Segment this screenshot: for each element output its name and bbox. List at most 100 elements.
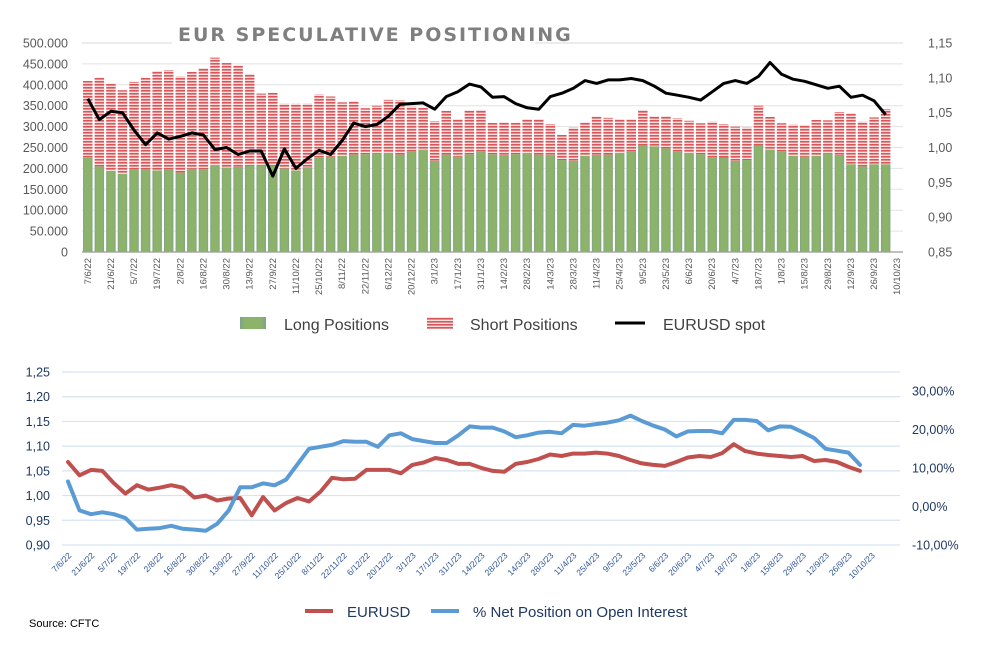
x-tick-label: 14/2/23	[459, 550, 486, 577]
legend-label: EURUSD spot	[663, 317, 766, 334]
bar-long	[279, 168, 290, 252]
bar-long	[510, 154, 521, 252]
bar-short	[268, 92, 278, 166]
source-note: Source: CFTC	[29, 618, 99, 630]
bar-long	[441, 154, 451, 252]
bar-short	[383, 99, 394, 154]
x-tick-label: 5/7/22	[129, 258, 140, 284]
x-tick-label: 28/2/23	[522, 258, 533, 290]
bar-short	[464, 110, 475, 155]
bar-long	[406, 151, 417, 252]
top-y-axis-right: 0,85 0,90 0,95 1,00 1,05 1,10 1,15	[928, 37, 952, 260]
y-tick-label-right: 1,05	[928, 106, 952, 120]
bar-short	[788, 124, 798, 156]
y-tick-label: 500.000	[23, 37, 68, 51]
bar-long	[545, 155, 556, 252]
bar-short	[302, 103, 313, 168]
bar-short	[395, 100, 405, 155]
x-tick-label: 30/8/22	[184, 550, 211, 577]
bar-short	[857, 121, 868, 167]
x-tick-label: 21/6/22	[69, 550, 96, 577]
bar-long	[360, 154, 371, 252]
bar-long	[591, 155, 602, 252]
y-tick-label: 400.000	[23, 78, 68, 92]
y-tick-label: 450.000	[23, 57, 68, 71]
bar-short	[360, 108, 371, 155]
bar-short	[348, 101, 359, 155]
bar-long	[83, 157, 93, 252]
x-tick-label: 29/8/23	[781, 550, 808, 577]
bar-short	[406, 106, 417, 152]
x-tick-label: 28/3/23	[568, 258, 579, 290]
bar-long	[198, 169, 209, 252]
y-tick-label-right: 0,95	[928, 176, 952, 190]
x-tick-label: 13/9/22	[245, 258, 256, 290]
bar-long	[244, 165, 255, 252]
x-tick-label: 25/10/22	[314, 258, 325, 295]
y-tick-label-right: 0,00%	[912, 500, 947, 514]
bar-long	[880, 164, 891, 252]
bar-long	[94, 166, 105, 252]
y-tick-label: 300.000	[23, 120, 68, 134]
bar-long	[221, 167, 232, 252]
x-tick-label: 25/4/23	[615, 258, 626, 290]
bar-long	[106, 171, 116, 252]
y-tick-label: 1,00	[26, 489, 50, 503]
y-tick-label: 1,25	[26, 366, 50, 380]
bar-long	[626, 151, 637, 252]
bar-short	[94, 77, 105, 167]
bar-short	[753, 105, 764, 146]
x-tick-label: 7/6/22	[83, 258, 94, 284]
line-net-position	[66, 413, 862, 533]
bar-short	[187, 71, 197, 169]
bar-long	[383, 153, 394, 252]
bar-long	[187, 168, 197, 252]
x-tick-label: 22/11/22	[319, 550, 349, 580]
legend-label: % Net Position on Open Interest	[473, 604, 688, 621]
bar-short	[233, 65, 243, 167]
line-eurusd-spot	[86, 61, 887, 178]
bottom-y-axis-left: 0,90 0,95 1,00 1,05 1,10 1,15 1,20 1,25	[26, 366, 50, 553]
bar-long	[823, 153, 833, 252]
x-tick-label: 30/8/22	[222, 258, 233, 290]
bar-short	[453, 119, 463, 157]
x-tick-label: 18/7/23	[712, 550, 739, 577]
bar-long	[337, 155, 347, 252]
y-tick-label: 0,95	[26, 514, 50, 528]
bar-long	[476, 151, 486, 252]
x-tick-label: 3/1/23	[430, 258, 441, 284]
bar-short	[823, 120, 833, 154]
x-tick-label: 28/2/23	[482, 550, 509, 577]
bar-short	[603, 117, 613, 155]
bar-long	[719, 157, 729, 252]
bar-short	[614, 119, 625, 154]
x-tick-label: 26/9/23	[869, 258, 880, 290]
bar-long	[857, 166, 868, 252]
bar-short	[811, 119, 822, 156]
bar-short	[695, 123, 706, 155]
y-tick-label-right: 1,10	[928, 71, 952, 85]
bar-long	[129, 169, 139, 252]
bar-short	[429, 121, 440, 161]
x-tick-label: 19/7/22	[152, 258, 163, 290]
bar-long	[695, 154, 706, 252]
bar-long	[163, 169, 174, 252]
bar-short	[719, 124, 729, 158]
bar-long	[557, 160, 567, 252]
x-tick-label: 17/1/23	[414, 550, 441, 577]
bar-short	[880, 109, 891, 165]
x-tick-label: 13/9/22	[207, 550, 234, 577]
y-tick-label: 150.000	[23, 183, 68, 197]
bar-long	[672, 151, 683, 252]
y-tick-label-right: 30,00%	[912, 385, 954, 399]
x-tick-label: 14/3/23	[505, 550, 532, 577]
y-tick-label-right: 1,00	[928, 141, 952, 155]
bar-long	[210, 165, 220, 252]
y-tick-label-right: 10,00%	[912, 462, 954, 476]
x-tick-label: 28/3/23	[528, 550, 555, 577]
y-tick-label: 1,05	[26, 464, 50, 478]
bar-short	[418, 107, 428, 150]
bar-long	[325, 156, 336, 252]
bar-long	[152, 170, 162, 252]
bar-long	[464, 154, 475, 252]
